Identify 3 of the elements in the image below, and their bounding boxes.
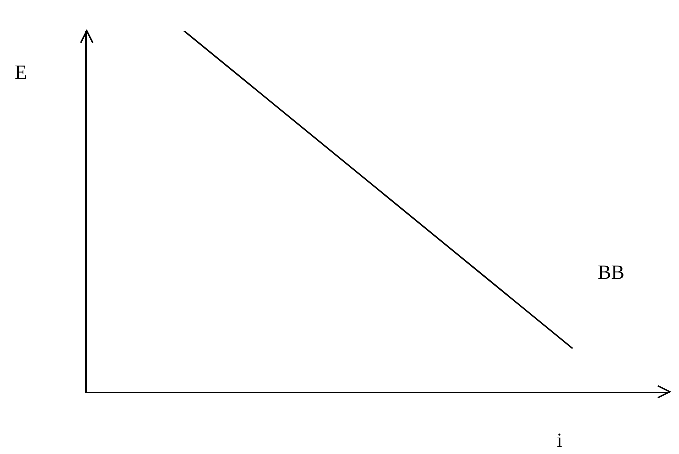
text: BB xyxy=(598,262,625,284)
x-axis-title: i xyxy=(557,430,563,452)
y-axis-title: E xyxy=(15,62,28,84)
